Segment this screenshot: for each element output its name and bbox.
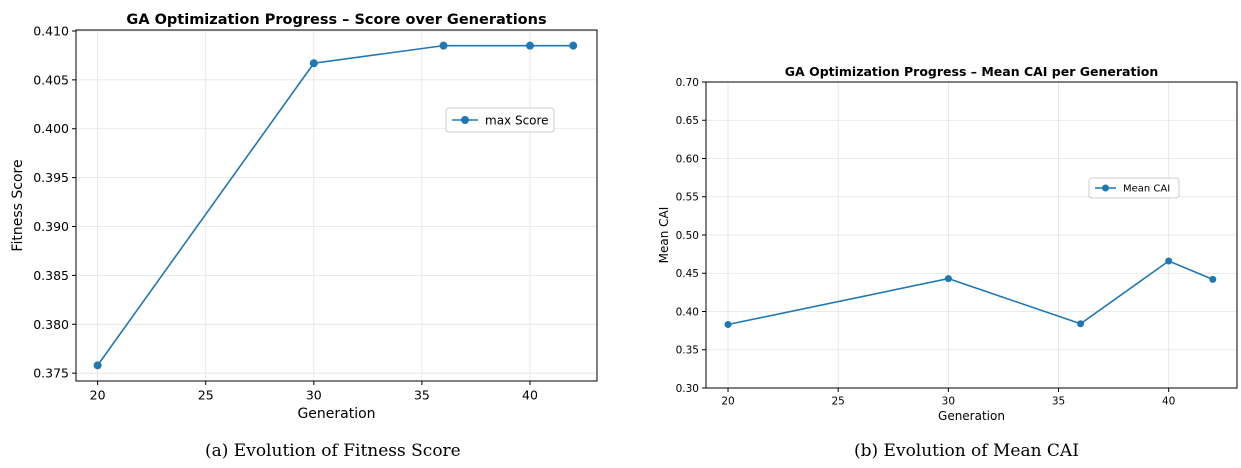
y-tick-label: 0.35 [676,345,699,357]
chart-a: 20 25 30 35 40 0.375 0.380 0.385 0.390 0.395 0.400… [10,12,598,422]
y-tick-label: 0.40 [676,306,699,318]
y-tick-label: 0.400 [33,121,69,136]
y-axis-label: Mean CAI [657,207,671,264]
series-line [96,44,574,366]
y-tick-label: 0.50 [676,230,699,242]
data-point [309,59,318,68]
y-tick-label: 0.410 [33,23,69,38]
series-line [727,260,1214,326]
data-point [1165,257,1173,265]
x-axis-label: Generation [297,406,375,422]
legend-label: max Score [485,113,549,127]
legend-label: Mean CAI [1123,184,1170,195]
legend-box [445,107,555,133]
x-tick-label: 40 [1162,396,1175,408]
legend-box [1088,177,1180,199]
x-tick-label: 25 [832,396,845,408]
data-point [1209,275,1217,283]
x-tick-label: 35 [1052,396,1065,408]
x-axis-label: Generation [938,409,1005,423]
y-tick-label: 0.375 [33,366,69,381]
y-tick-label: 0.65 [676,115,699,127]
y-tick-label: 0.385 [33,268,69,283]
data-point [93,361,102,370]
legend-swatch-marker [461,116,469,124]
legend: max Score [445,107,555,133]
y-tick-label: 0.70 [676,77,699,89]
y-tick-label: 0.390 [33,219,69,234]
x-tick-label: 30 [306,388,322,403]
x-tick-label: 25 [198,388,214,403]
data-point [944,275,952,283]
y-tick-label: 0.380 [33,317,69,332]
y-tick-label: 0.395 [33,170,69,185]
y-tick-label: 0.405 [33,72,69,87]
caption-b: (b) Evolution of Mean CAI [854,441,1079,461]
data-point [724,321,732,329]
legend: Mean CAI [1088,177,1180,199]
x-tick-label: 20 [721,396,734,408]
y-tick-label: 0.45 [676,268,699,280]
data-point [1077,320,1085,328]
chart-title: GA Optimization Progress – Mean CAI per … [785,64,1158,79]
y-tick-label: 0.55 [676,192,699,204]
y-tick-label: 0.30 [676,383,699,395]
plot-frame [75,29,598,382]
x-tick-label: 20 [90,388,106,403]
data-point [569,41,578,50]
caption-a: (a) Evolution of Fitness Score [205,441,461,461]
data-point [439,41,448,50]
legend-swatch-marker [1102,184,1109,192]
y-tick-label: 0.60 [676,153,699,165]
x-tick-label: 35 [414,388,430,403]
chart-b: 20 25 30 35 40 0.30 0.35 0.40 0.45 0.50 0.55 0.60 0.… [657,64,1238,423]
x-tick-label: 40 [522,388,538,403]
chart-title: GA Optimization Progress – Score over Ge… [126,12,546,28]
y-axis-label: Fitness Score [10,159,26,251]
data-point [525,41,534,50]
x-tick-label: 30 [942,396,955,408]
